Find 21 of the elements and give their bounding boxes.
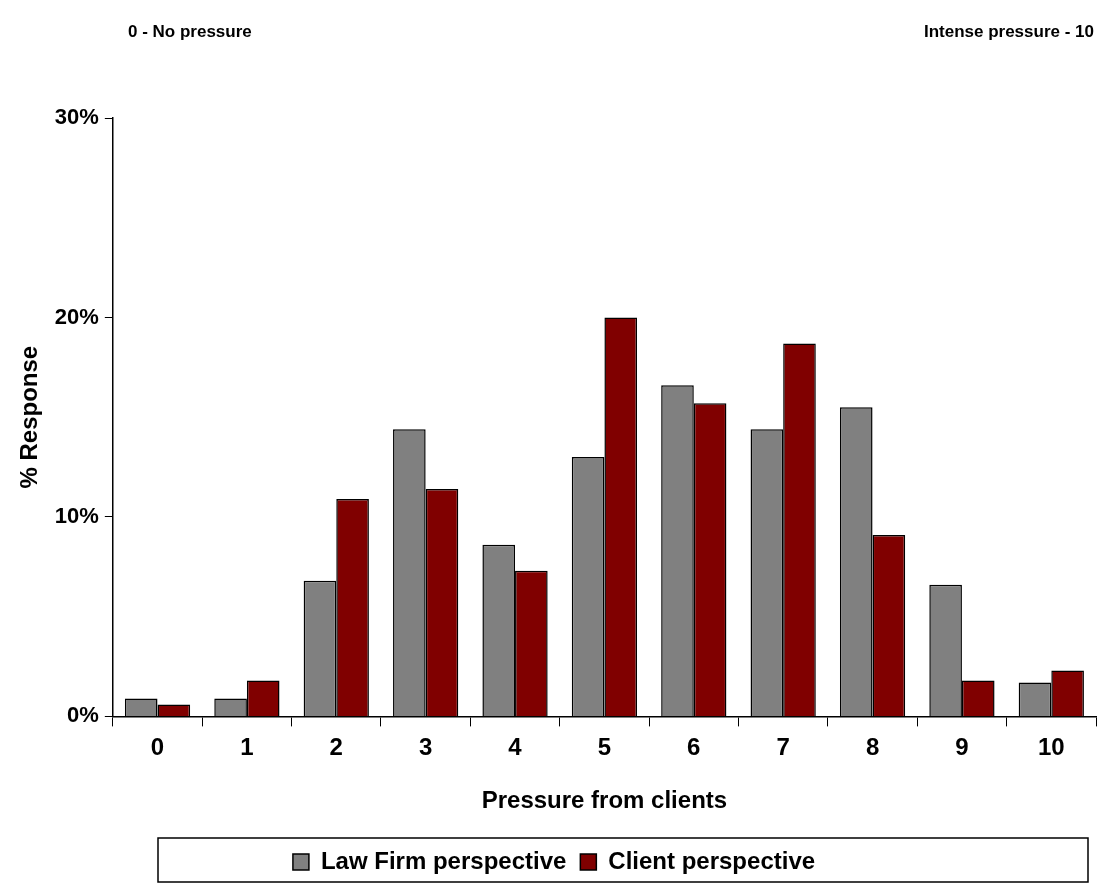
y-axis-title: % Response: [15, 345, 43, 489]
x-tick-label: 6: [687, 733, 701, 761]
x-tick-label: 10: [1037, 733, 1065, 761]
y-tick-label: 30%: [54, 104, 99, 130]
text: Intense pressure - 10: [923, 21, 1094, 41]
y-tick-label: 10%: [54, 503, 99, 528]
y-tick-label: 20%: [54, 303, 99, 329]
legend-label: Law Firm perspective: [320, 846, 567, 874]
x-tick-label: 4: [508, 733, 523, 761]
x-tick-label: 1: [240, 733, 254, 761]
x-tick-label: 0: [150, 733, 165, 761]
x-tick-label: 8: [865, 733, 880, 761]
x-tick-label: 9: [955, 733, 969, 761]
y-tick-label: 0%: [67, 702, 99, 728]
text: 0 - No pressure: [128, 21, 252, 41]
x-tick-label: 7: [776, 733, 790, 761]
x-tick-label: 3: [418, 733, 433, 761]
x-tick-label: 2: [329, 733, 343, 761]
x-tick-label: 5: [597, 733, 612, 761]
x-axis-title: Pressure from clients: [481, 786, 728, 814]
legend-label: Client perspective: [608, 846, 816, 874]
